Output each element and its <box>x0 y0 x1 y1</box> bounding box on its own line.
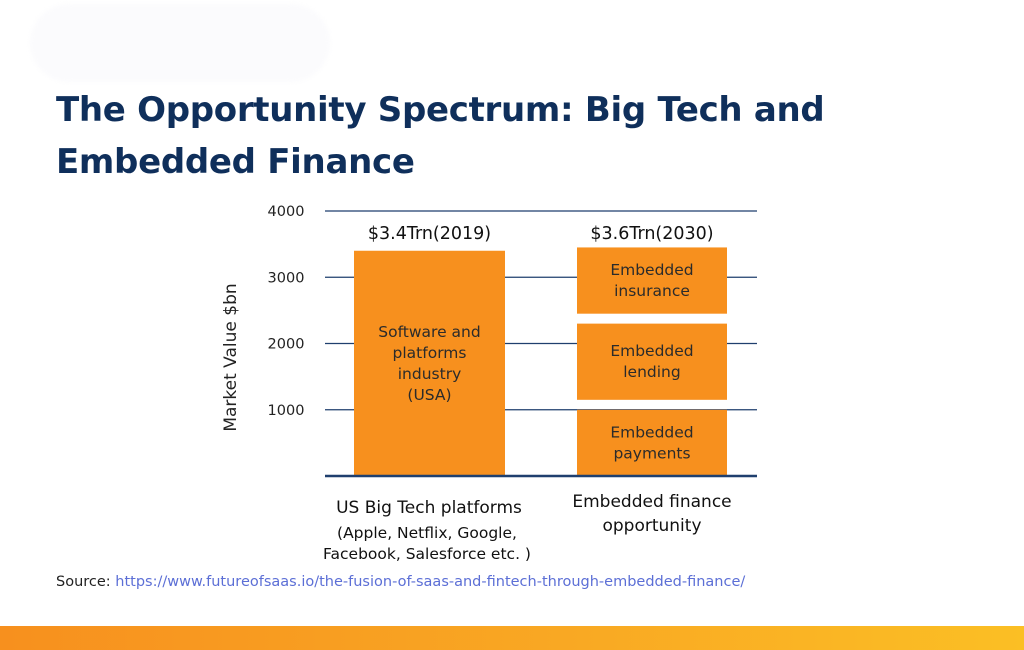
bar-0-category-sublabel-line-1: Facebook, Salesforce etc. ) <box>323 545 531 563</box>
source-label: Source: <box>56 574 111 590</box>
bar-1-segment-1 <box>577 323 727 400</box>
page-title: The Opportunity Spectrum: Big Tech and E… <box>56 90 825 182</box>
bar-1-category-label-line-0: Embedded finance <box>572 492 731 512</box>
y-tick-label-1000: 1000 <box>268 403 305 419</box>
y-axis-label: Market Value $bn <box>221 283 241 431</box>
bar-1-category-label-line-1: opportunity <box>602 516 701 536</box>
bar-1-segment-0-label-line-1: payments <box>613 444 690 462</box>
source-line: Source: https://www.futureofsaas.io/the-… <box>56 574 745 590</box>
market-value-chart: 1000 2000 3000 4000 Market Value $bn Software… <box>221 204 757 563</box>
y-tick-label-3000: 3000 <box>268 270 305 286</box>
bar-1-segment-0-label-line-0: Embedded <box>610 423 693 441</box>
faded-logo-area <box>30 4 330 82</box>
bar-1-segment-2-label-line-0: Embedded <box>610 261 693 279</box>
bar-0-category-sublabel-line-0: (Apple, Netflix, Google, <box>337 524 517 542</box>
bar-0-category-label-line-0: US Big Tech platforms <box>336 498 522 518</box>
bar-0-total-label: $3.4Trn(2019) <box>368 224 491 244</box>
footer-gradient-bar <box>0 626 1024 650</box>
bar-1-segment-1-label-line-1: lending <box>623 363 680 381</box>
bar-0-segment-0 <box>354 250 505 476</box>
y-tick-label-4000: 4000 <box>268 204 305 220</box>
bar-1-total-label: $3.6Trn(2030) <box>590 224 713 244</box>
bar-0-segment-0-label-line-3: (USA) <box>407 386 451 404</box>
bar-1-segment-1-label-line-0: Embedded <box>610 342 693 360</box>
bar-0-segment-0-label-line-0: Software and <box>378 323 480 341</box>
bar-1-segment-2 <box>577 247 727 314</box>
bar-0-segment-0-label-line-2: industry <box>398 365 462 383</box>
bar-1-segment-2-label-line-1: insurance <box>614 282 690 300</box>
bar-1-segment-0 <box>577 409 727 476</box>
source-link[interactable]: https://www.futureofsaas.io/the-fusion-o… <box>115 574 746 590</box>
bar-0-segment-0-label-line-1: platforms <box>393 344 467 362</box>
y-tick-label-2000: 2000 <box>268 337 305 353</box>
